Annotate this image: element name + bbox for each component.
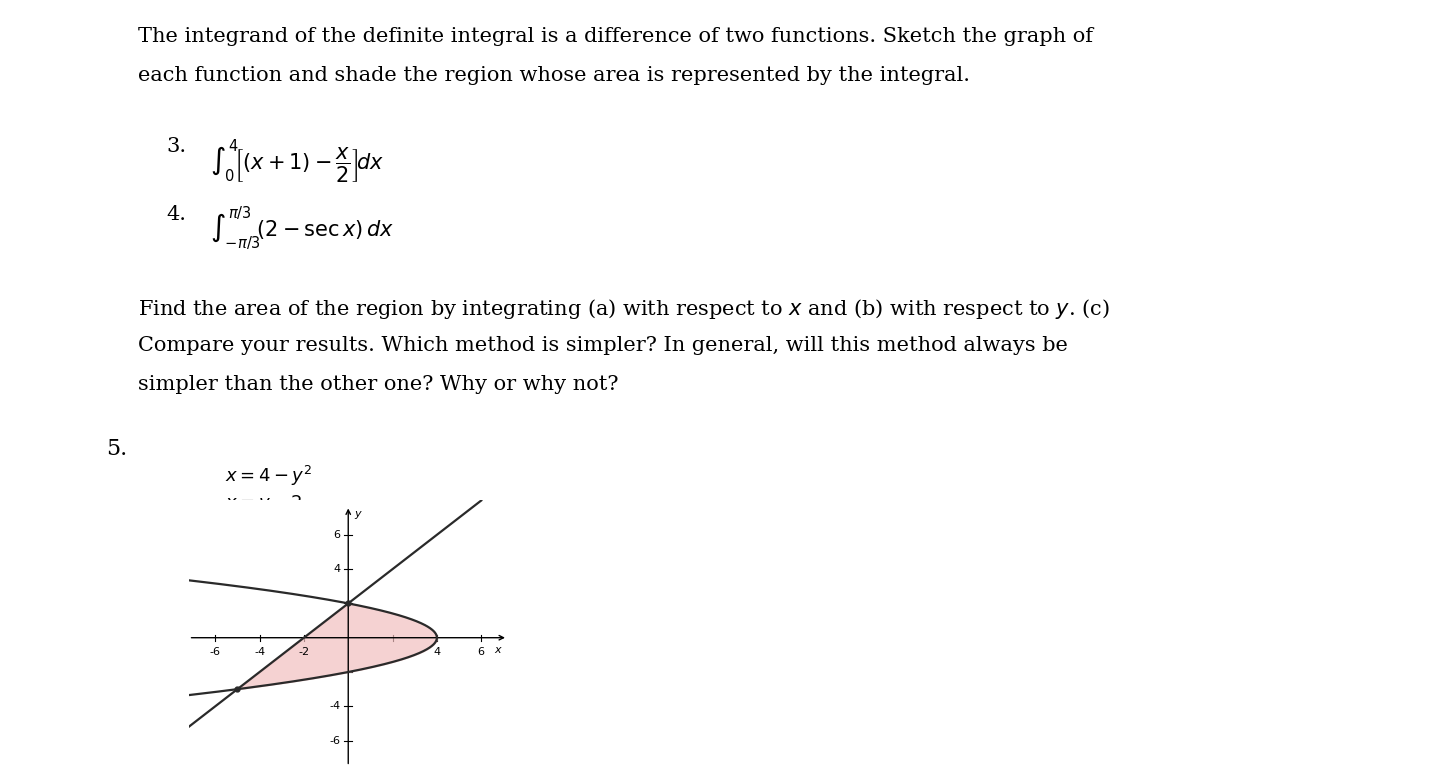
Text: Find the area of the region by integrating (a) with respect to $x$ and (b) with : Find the area of the region by integrati…	[138, 297, 1110, 321]
Text: 3.: 3.	[167, 137, 187, 156]
Text: -2: -2	[299, 647, 309, 657]
Text: -6: -6	[329, 736, 341, 745]
Text: The integrand of the definite integral is a difference of two functions. Sketch : The integrand of the definite integral i…	[138, 27, 1093, 46]
Text: $x$: $x$	[495, 645, 503, 655]
Text: Compare your results. Which method is simpler? In general, will this method alwa: Compare your results. Which method is si…	[138, 336, 1068, 355]
Text: $\int_{-\pi/3}^{\pi/3}\!(2 - \sec x)\,dx$: $\int_{-\pi/3}^{\pi/3}\!(2 - \sec x)\,dx…	[210, 205, 395, 253]
Text: simpler than the other one? Why or why not?: simpler than the other one? Why or why n…	[138, 375, 618, 394]
Text: -6: -6	[210, 647, 221, 657]
Text: 4.: 4.	[167, 205, 187, 224]
Text: 4: 4	[334, 564, 341, 574]
Text: $x = y - 2$: $x = y - 2$	[225, 493, 303, 514]
Text: each function and shade the region whose area is represented by the integral.: each function and shade the region whose…	[138, 66, 969, 85]
Text: 4: 4	[434, 647, 441, 657]
Text: 5.: 5.	[106, 438, 128, 460]
Text: 6: 6	[477, 647, 485, 657]
Text: $\int_0^4\!\left[(x+1) - \dfrac{x}{2}\right]\!dx$: $\int_0^4\!\left[(x+1) - \dfrac{x}{2}\ri…	[210, 137, 385, 185]
Text: $x = 4 - y^2$: $x = 4 - y^2$	[225, 464, 312, 488]
Text: 6: 6	[334, 529, 341, 540]
Text: -4: -4	[254, 647, 266, 657]
Text: $y$: $y$	[354, 509, 363, 521]
Text: -4: -4	[329, 701, 341, 712]
